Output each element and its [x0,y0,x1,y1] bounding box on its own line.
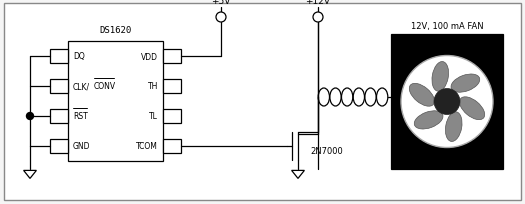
Text: TCOM: TCOM [136,142,158,151]
Text: TL: TL [149,112,158,121]
Circle shape [26,113,34,120]
Bar [391,35,503,169]
Polygon shape [24,171,36,178]
Text: TH: TH [148,82,158,91]
Ellipse shape [451,75,480,93]
Circle shape [216,13,226,23]
Text: RST: RST [73,112,88,121]
Bar [50,110,68,123]
Text: DQ: DQ [73,52,85,61]
Text: CONV: CONV [94,82,116,91]
Text: CLK/: CLK/ [73,82,90,91]
Polygon shape [291,171,304,178]
Bar [50,80,68,94]
Bar [163,50,181,64]
Circle shape [313,13,323,23]
Circle shape [401,56,493,148]
Ellipse shape [410,84,435,107]
Ellipse shape [414,111,443,129]
Text: +12V: +12V [306,0,331,6]
Circle shape [434,89,460,115]
Ellipse shape [432,62,448,92]
Bar [50,50,68,64]
Text: 2N7000: 2N7000 [310,147,343,156]
Text: 12V, 100 mA FAN: 12V, 100 mA FAN [411,22,484,31]
Text: VDD: VDD [141,52,158,61]
Bar [163,110,181,123]
Text: DS1620: DS1620 [99,26,132,35]
Ellipse shape [459,97,485,120]
Bar [163,80,181,94]
Text: +5V: +5V [211,0,230,6]
Bar [68,42,163,161]
Bar [163,139,181,153]
Bar [50,139,68,153]
Text: GND: GND [73,142,90,151]
Ellipse shape [445,112,462,142]
